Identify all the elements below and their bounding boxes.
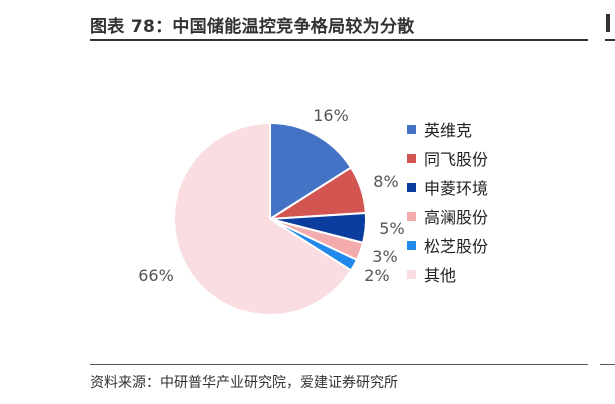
data-label: 8% [373,172,398,191]
legend-swatch [407,212,416,221]
figure-title: 图表 78：中国储能温控竞争格局较为分散 [90,17,415,37]
pie-slice-0 [269,121,353,221]
adjacent-footer-divider [600,364,615,365]
legend-label: 英维克 [424,121,472,140]
source-note: 资料来源：中研普华产业研究院，爱建证券研究所 [90,375,398,391]
legend-swatch [407,154,416,163]
data-label: 66% [138,266,174,285]
legend-label: 其他 [424,266,456,285]
legend-label: 松芝股份 [424,237,488,256]
data-label: 16% [313,106,349,125]
legend-label: 申菱环境 [424,179,488,198]
pie-slice-5 [173,121,353,316]
footer-divider [90,364,588,365]
data-label: 2% [364,266,389,285]
title-divider [90,39,588,41]
data-label: 5% [379,219,404,238]
adjacent-column-divider [605,39,615,41]
legend-label: 同飞股份 [424,150,488,169]
legend-swatch [407,125,416,134]
data-label: 3% [372,247,397,266]
legend-swatch [407,241,416,250]
legend-swatch [407,270,416,279]
legend-label: 高澜股份 [424,208,488,227]
legend-swatch [407,183,416,192]
adjacent-column-title-fragment [606,14,610,32]
